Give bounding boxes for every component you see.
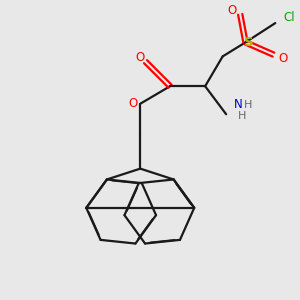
Text: O: O xyxy=(227,4,236,17)
Text: O: O xyxy=(129,97,138,110)
Text: H: H xyxy=(243,100,252,110)
Text: S: S xyxy=(244,36,254,49)
Text: O: O xyxy=(135,51,144,64)
Text: O: O xyxy=(279,52,288,65)
Text: H: H xyxy=(238,111,247,121)
Text: N: N xyxy=(234,98,243,111)
Text: Cl: Cl xyxy=(283,11,295,24)
